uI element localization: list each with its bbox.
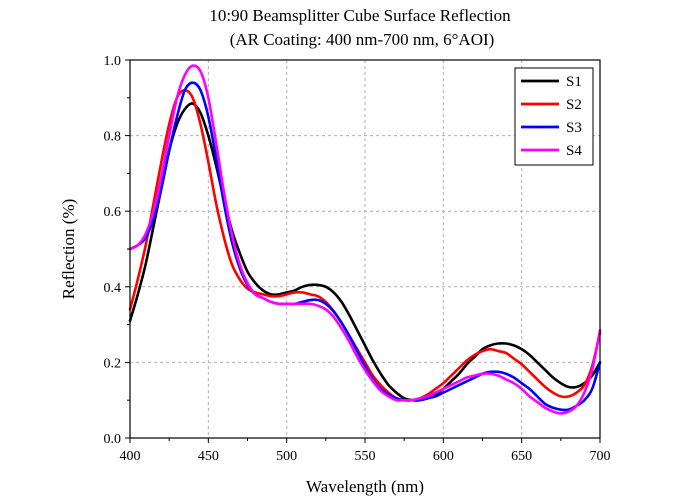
y-tick-label: 0.8 [104, 130, 122, 145]
y-tick-label: 0.2 [104, 356, 122, 371]
x-tick-label: 400 [120, 449, 141, 464]
legend-label-s3: S3 [566, 120, 582, 136]
x-tick-label: 550 [355, 449, 376, 464]
x-tick-label: 450 [198, 449, 219, 464]
x-axis-title: Wavelength (nm) [306, 477, 424, 496]
chart-title: 10:90 Beamsplitter Cube Surface Reflecti… [209, 6, 511, 25]
y-tick-label: 0.0 [104, 432, 122, 447]
y-tick-label: 0.4 [104, 281, 122, 296]
data-series [128, 64, 602, 415]
series-line-s2 [128, 88, 602, 402]
series-line-s1 [128, 102, 602, 402]
x-tick-label: 500 [276, 449, 297, 464]
x-tick-label: 650 [511, 449, 532, 464]
legend-label-s1: S1 [566, 74, 582, 90]
x-tick-label: 600 [433, 449, 454, 464]
y-axis-title: Reflection (%) [59, 199, 78, 300]
legend-label-s4: S4 [566, 143, 582, 159]
series-line-s3 [128, 81, 602, 412]
y-tick-label: 1.0 [104, 54, 122, 69]
legend: S1 S2 S3 S4 [514, 67, 594, 166]
legend-label-s2: S2 [566, 97, 582, 113]
x-tick-label: 700 [590, 449, 611, 464]
y-tick-label: 0.6 [104, 205, 122, 220]
chart-subtitle: (AR Coating: 400 nm-700 nm, 6°AOI) [230, 30, 495, 49]
series-line-s4 [128, 64, 602, 415]
axes: 400 450 500 550 600 650 700 0.0 0.2 0.4 0.6 0.8 1.0 [104, 54, 611, 464]
